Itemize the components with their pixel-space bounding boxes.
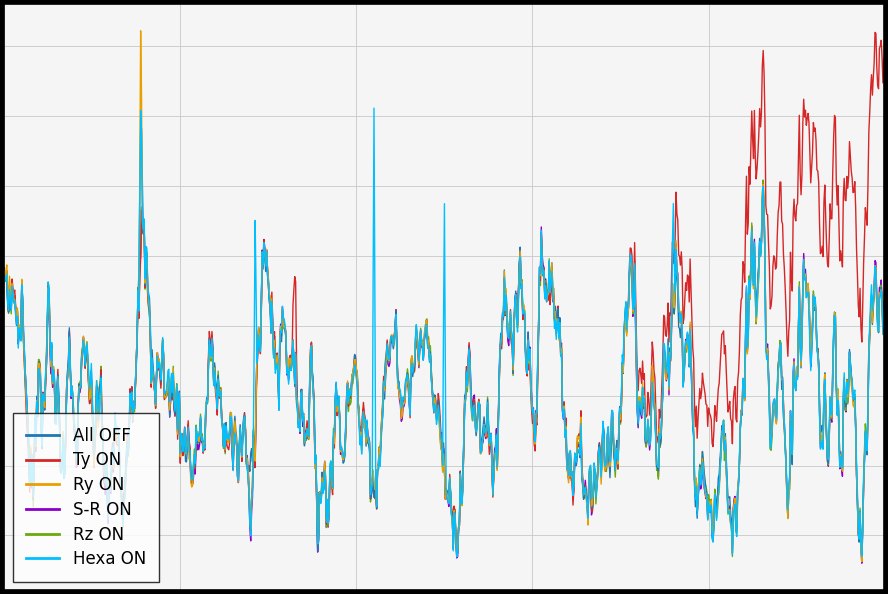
Legend: All OFF, Ty ON, Ry ON, S-R ON, Rz ON, Hexa ON: All OFF, Ty ON, Ry ON, S-R ON, Rz ON, He… bbox=[12, 413, 159, 582]
